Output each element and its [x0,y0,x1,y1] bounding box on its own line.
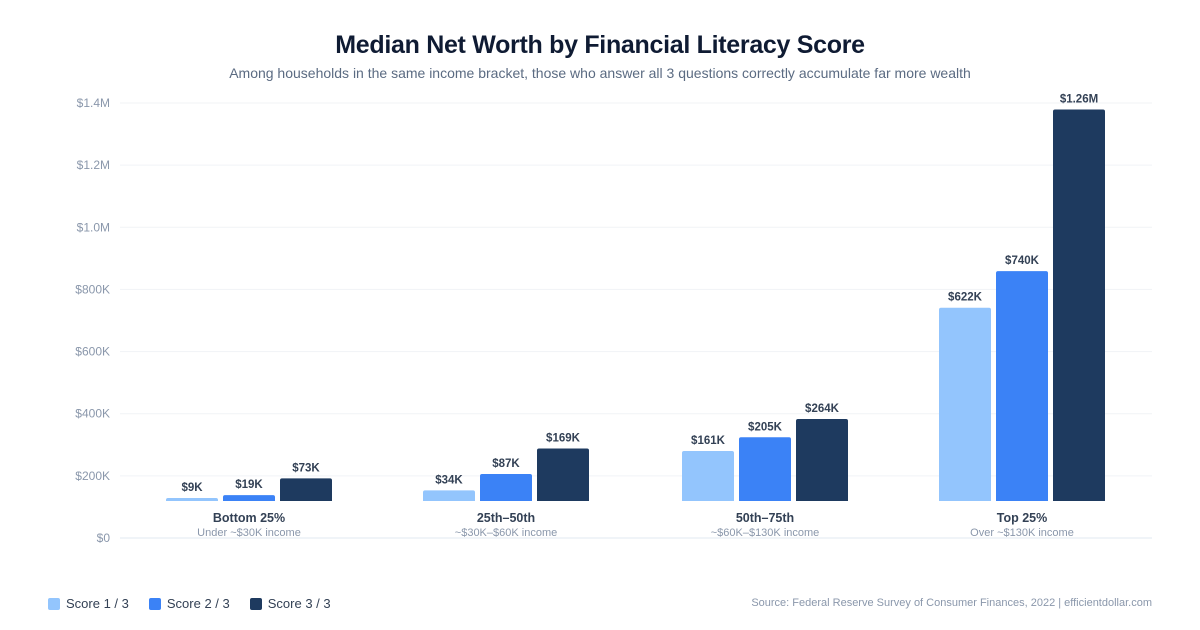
bar-value-label: $19K [235,479,263,491]
y-tick-label: $0 [97,531,111,545]
chart-subtitle: Among households in the same income brac… [229,65,971,81]
legend-label: Score 1 / 3 [66,596,129,611]
legend-item-score-3: Score 3 / 3 [249,596,331,611]
bar [223,495,275,501]
legend-swatch [249,597,262,610]
bar-value-label: $87K [492,458,520,470]
y-tick-label: $1.4M [77,96,110,110]
bar [166,498,218,501]
bar-value-label: $205K [748,421,783,433]
bar [423,490,475,501]
bar-value-label: $264K [805,403,840,415]
bar [537,448,589,501]
y-tick-label: $1.0M [77,220,110,234]
bar-value-label: $161K [691,435,726,447]
legend-swatch [48,597,60,610]
x-category-sublabel: Over ~$130K income [970,527,1074,539]
legend-item-score-1: Score 1 / 3 [48,596,129,611]
chart-title: Median Net Worth by Financial Literacy S… [335,31,865,59]
legend-label: Score 3 / 3 [267,596,331,611]
y-tick-label: $600K [75,345,110,359]
bar-value-label: $622K [948,292,983,304]
legend-item-score-2: Score 2 / 3 [148,596,230,611]
y-tick-label: $1.2M [77,158,110,172]
x-category-label: Top 25% [997,511,1047,525]
bar-value-label: $740K [1005,255,1040,267]
x-category-label: 50th–75th [736,511,794,525]
bar [739,437,791,501]
x-category-sublabel: ~$30K–$60K income [455,527,557,539]
bar [939,307,991,501]
y-tick-label: $800K [75,282,110,296]
x-category-sublabel: ~$60K–$130K income [711,527,820,539]
source-note: Source: Federal Reserve Survey of Consum… [751,597,1152,609]
legend-label: Score 2 / 3 [166,596,230,611]
bar-value-label: $1.26M [1060,94,1098,106]
bar-value-label: $169K [546,432,581,444]
legend: Score 1 / 3 Score 2 / 3 Score 3 / 3 [48,596,351,611]
bar [796,418,848,501]
bar-value-label: $34K [435,474,463,486]
legend-swatch [148,597,161,610]
x-category-label: Bottom 25% [213,511,285,525]
y-tick-label: $200K [75,469,110,483]
x-category-label: 25th–50th [477,511,535,525]
y-tick-label: $400K [75,407,110,421]
bar [280,478,332,501]
bar [996,271,1048,501]
x-category-sublabel: Under ~$30K income [197,527,301,539]
bar-value-label: $73K [292,462,320,474]
bar [480,473,532,501]
bar [682,450,734,501]
bar [1053,109,1105,501]
bar-value-label: $9K [181,482,203,494]
